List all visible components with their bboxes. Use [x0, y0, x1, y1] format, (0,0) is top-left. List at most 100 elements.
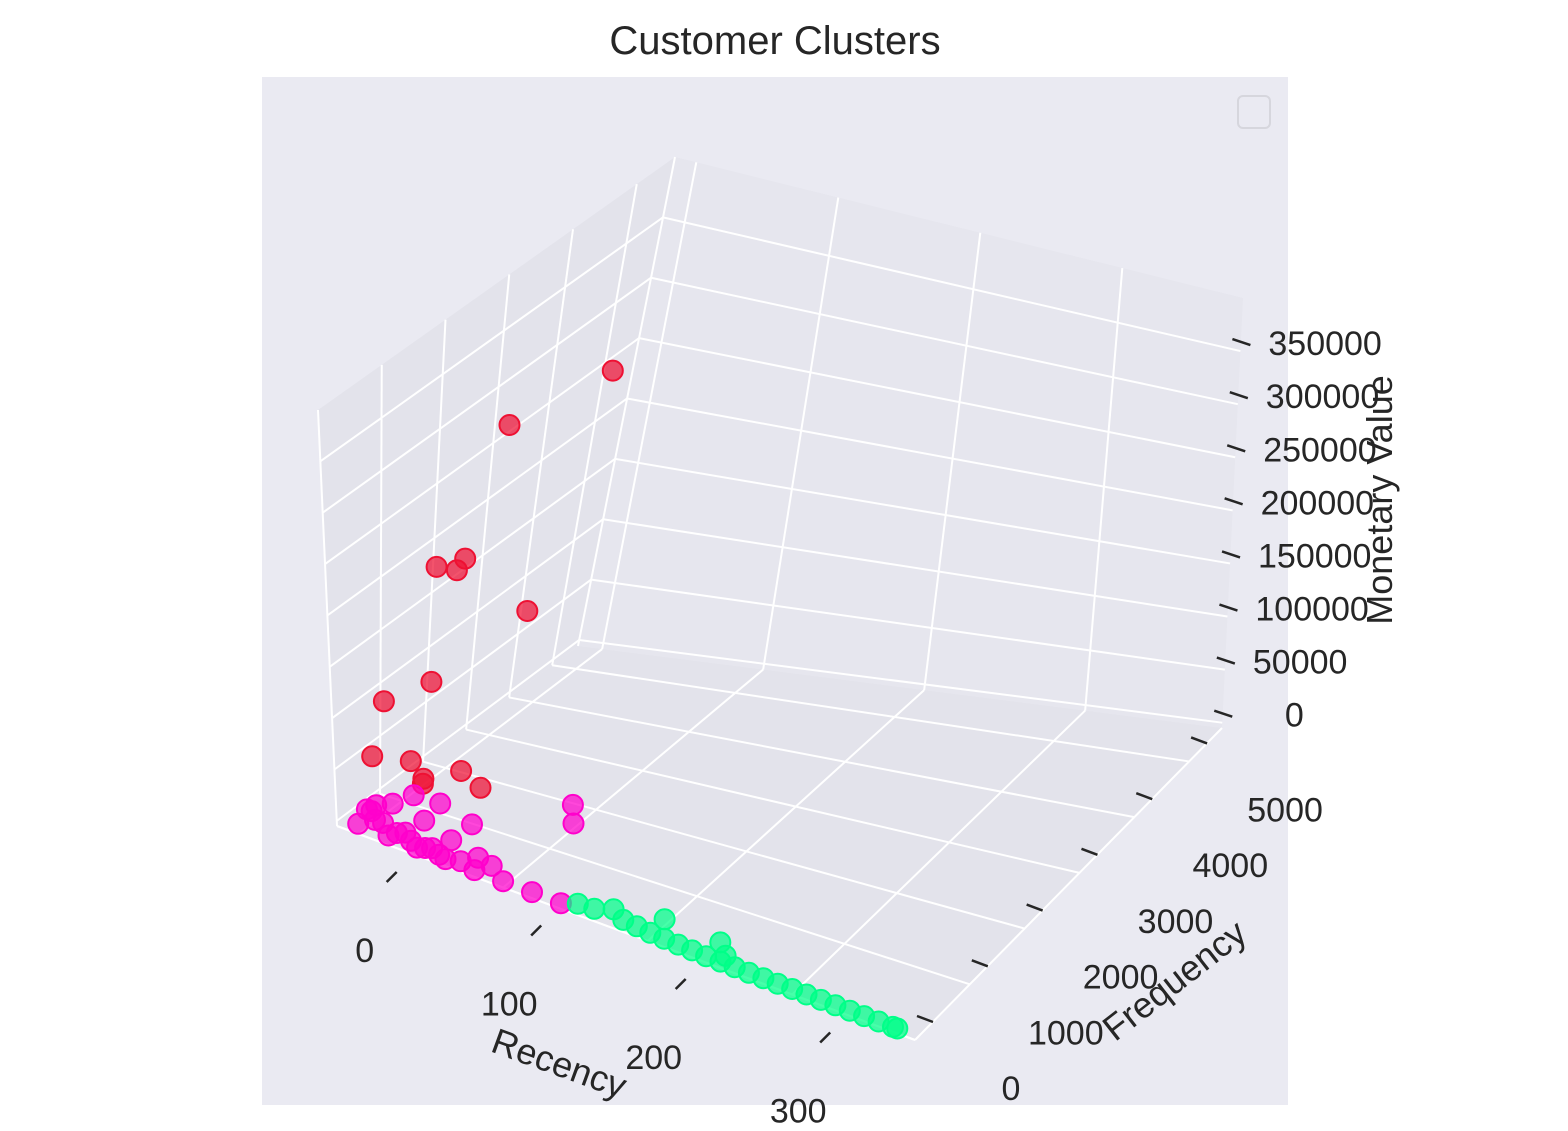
gridline-y-floor	[422, 760, 1025, 930]
scatter-point-cluster-0	[498, 414, 521, 436]
gridline-x-wall	[1084, 267, 1124, 711]
gridline-y-floor	[465, 728, 1080, 874]
gridline-x-wall	[762, 197, 840, 670]
z-tick-label: 350000	[1268, 325, 1381, 363]
scatter-point-cluster-1	[561, 793, 584, 816]
scatter-point-cluster-1	[429, 792, 452, 815]
z-tick-label: 50000	[1253, 644, 1348, 682]
y-tick-mark	[1135, 791, 1153, 801]
gridline-z-left	[326, 397, 628, 617]
scatter-point-cluster-1	[449, 850, 472, 873]
z-tick-mark	[1224, 497, 1244, 506]
z-tick-mark	[1232, 337, 1251, 347]
y-tick-label: 0	[1002, 1070, 1021, 1108]
scatter-point-cluster-2	[653, 908, 676, 931]
scatter-point-cluster-1	[428, 843, 451, 866]
scatter-point-cluster-2	[714, 944, 737, 967]
z-tick-mark	[1226, 444, 1246, 453]
gridline-z-back	[591, 578, 1225, 671]
scatter-point-cluster-0	[372, 690, 395, 713]
scatter-point-cluster-1	[402, 784, 425, 807]
gridline-y-wall	[465, 274, 511, 730]
gridline-z-left	[333, 578, 592, 771]
gridline-z-back	[579, 638, 1223, 724]
gridline-z-back	[638, 337, 1236, 459]
y-tick-label: 1000	[1028, 1014, 1104, 1052]
scatter-point-cluster-2	[886, 1017, 909, 1040]
gridline-z-back	[626, 397, 1233, 512]
scatter-point-cluster-0	[469, 776, 492, 799]
chart-title: Customer Clusters	[609, 19, 940, 63]
scatter-points	[347, 359, 909, 1040]
scatter-point-cluster-1	[461, 813, 483, 836]
gridline-z-left	[319, 216, 664, 463]
scatter-point-cluster-0	[516, 600, 539, 622]
gridline-x-floor	[502, 668, 764, 889]
axis-edge-back	[577, 156, 676, 647]
x-tick-mark	[819, 1031, 832, 1044]
pane-y-wall	[578, 157, 1243, 728]
gridline-z-back	[662, 216, 1241, 353]
tick-labels: 0100200300010002000300040005000050000100…	[355, 325, 1382, 1130]
gridline-y-wall	[508, 229, 574, 698]
scatter-point-cluster-2	[583, 897, 606, 920]
axis-panes	[318, 157, 1243, 1040]
scatter-point-cluster-0	[450, 760, 473, 782]
y-tick-mark	[971, 959, 989, 968]
z-tick-label: 250000	[1263, 431, 1376, 469]
scatter-point-cluster-1	[413, 809, 436, 832]
gridline-y-wall	[317, 409, 338, 827]
z-axis-label: Monetary Value	[1359, 375, 1400, 624]
x-tick-label: 200	[625, 1039, 682, 1077]
gridline-z-left	[322, 276, 652, 514]
z-tick-mark	[1216, 656, 1236, 665]
y-tick-label: 5000	[1247, 791, 1323, 829]
scatter-point-cluster-1	[492, 870, 515, 893]
gridline-x-floor	[647, 689, 925, 942]
x-tick-label: 300	[770, 1093, 827, 1131]
z-tick-mark	[1213, 709, 1233, 718]
gridline-z-back	[614, 457, 1231, 565]
scatter-point-cluster-1	[562, 812, 585, 835]
gridline-z-back	[650, 276, 1239, 406]
x-tick-mark	[385, 871, 398, 883]
z-tick-mark	[1221, 550, 1241, 559]
x-tick-mark	[674, 978, 687, 990]
pane-floor	[337, 646, 1222, 1040]
scatter-point-cluster-1	[521, 881, 543, 904]
gridline-y-wall	[551, 183, 638, 666]
z-tick-label: 0	[1285, 697, 1304, 735]
gridline-x-wall	[601, 162, 698, 650]
z-tick-label: 150000	[1258, 537, 1371, 575]
legend-box	[1237, 95, 1271, 129]
grid-lines	[317, 156, 1241, 1041]
scatter-point-cluster-0	[601, 359, 624, 382]
y-tick-mark	[1026, 903, 1044, 912]
y-tick-mark	[1190, 736, 1208, 745]
gridline-y-wall	[379, 364, 383, 794]
gridline-x-wall	[923, 232, 982, 691]
scatter-point-cluster-0	[420, 670, 443, 693]
scatter-point-cluster-0	[399, 750, 422, 773]
scatter-point-cluster-0	[454, 547, 477, 570]
axis-edge-y	[914, 727, 1223, 1041]
y-tick-label: 4000	[1192, 847, 1268, 885]
gridline-y-floor	[508, 696, 1135, 819]
scatter-point-cluster-0	[361, 745, 384, 768]
scatter-point-cluster-0	[425, 555, 448, 578]
y-tick-mark	[916, 1014, 934, 1024]
z-tick-label: 200000	[1261, 484, 1374, 522]
z-tick-label: 300000	[1266, 378, 1379, 416]
gridline-z-left	[336, 639, 580, 822]
gridline-z-left	[331, 518, 604, 719]
z-tick-mark	[1219, 603, 1238, 612]
y-tick-label: 3000	[1138, 903, 1214, 941]
y-tick-mark	[1081, 847, 1098, 857]
gridline-z-back	[602, 518, 1228, 618]
x-tick-label: 0	[355, 932, 374, 970]
axis-ticks	[385, 337, 1251, 1044]
z-tick-label: 100000	[1255, 591, 1368, 629]
z-tick-mark	[1229, 390, 1249, 400]
gridline-x-floor	[791, 709, 1086, 996]
